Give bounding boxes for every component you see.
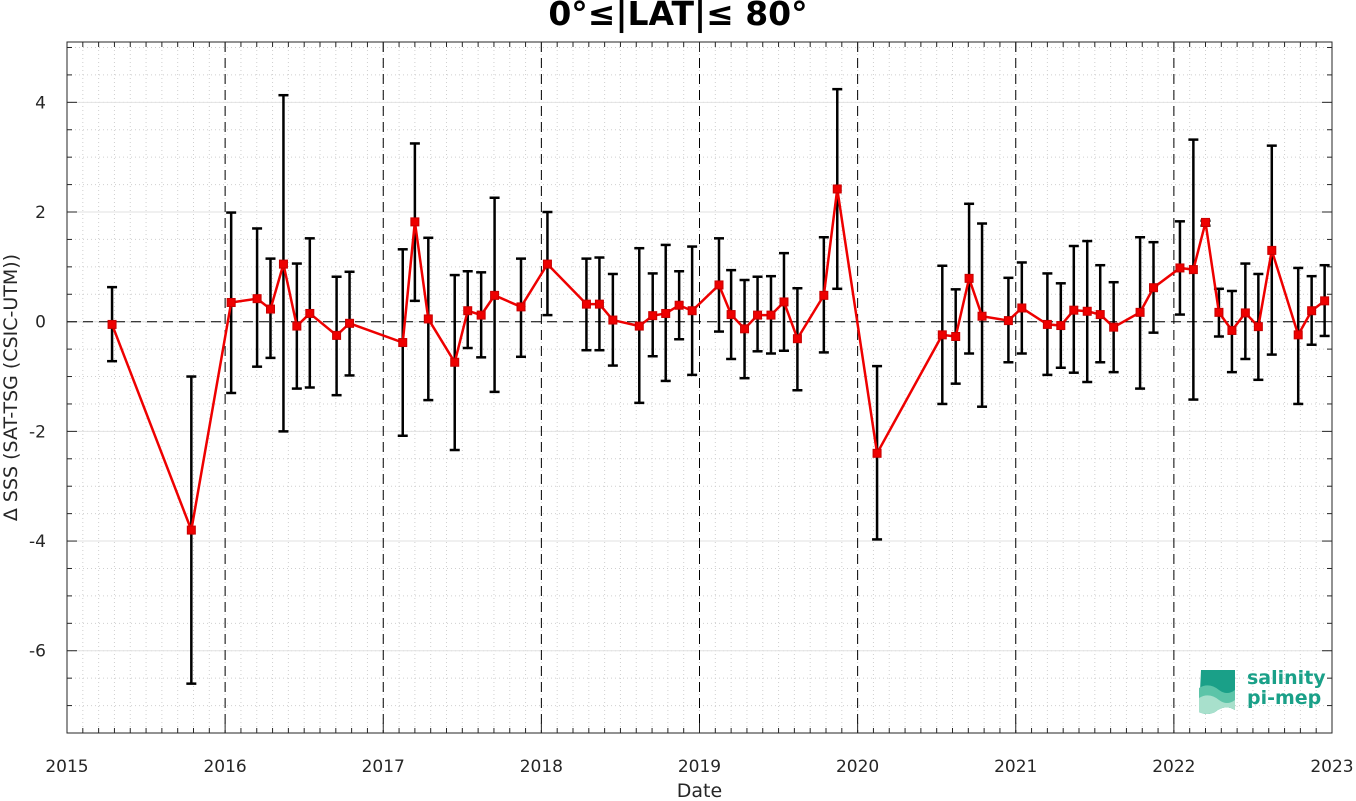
data-point <box>490 290 500 300</box>
data-point <box>951 331 961 341</box>
data-point <box>1109 322 1119 332</box>
data-point <box>740 324 750 334</box>
y-tick-label: -4 <box>29 532 46 552</box>
waves-logo-icon <box>1199 670 1235 714</box>
logo-line-1: salinity <box>1247 667 1326 689</box>
data-point <box>345 318 355 328</box>
data-point <box>305 308 315 318</box>
data-point <box>937 330 947 340</box>
data-point <box>332 330 342 340</box>
y-axis-label: Δ SSS (SAT-TSG (CSIC-UTM)) <box>0 254 22 521</box>
data-point <box>1003 316 1013 326</box>
data-point <box>1175 263 1185 273</box>
data-point <box>1056 321 1066 331</box>
salinity-pi-mep-logo: salinity pi-mep <box>1195 668 1335 718</box>
data-point <box>648 311 658 321</box>
data-point <box>977 311 987 321</box>
data-point <box>1069 305 1079 315</box>
x-tick-label: 2023 <box>1310 757 1353 777</box>
x-axis-label: Date <box>677 780 722 801</box>
y-tick-label: -6 <box>29 642 46 662</box>
data-markers <box>107 184 1330 535</box>
data-point <box>608 315 618 325</box>
y-tick-label: 4 <box>35 93 46 113</box>
logo-line-2: pi-mep <box>1247 687 1322 709</box>
x-tick-labels: 2015 2016 2017 2018 2019 2020 2021 2022 2023 <box>45 757 1353 777</box>
data-point <box>1227 325 1237 335</box>
data-point <box>1135 307 1145 317</box>
data-point <box>594 299 604 309</box>
data-point <box>1095 310 1105 320</box>
y-tick-label: -2 <box>29 422 46 442</box>
data-point <box>1017 303 1027 313</box>
data-point <box>1267 245 1277 255</box>
data-point <box>661 308 671 318</box>
y-tick-label: 0 <box>35 313 46 333</box>
data-point <box>1293 330 1303 340</box>
data-point <box>687 306 697 316</box>
y-tick-label: 2 <box>35 203 46 223</box>
x-tick-label: 2019 <box>678 757 721 777</box>
data-point <box>278 259 288 269</box>
axis-ticks <box>66 42 1333 734</box>
data-point <box>1082 306 1092 316</box>
data-point <box>1201 217 1210 227</box>
data-point <box>463 306 473 316</box>
data-point <box>819 290 829 300</box>
data-point <box>674 300 684 310</box>
data-point <box>1253 322 1263 332</box>
data-point <box>252 294 262 304</box>
data-point <box>832 184 842 194</box>
data-point <box>581 299 591 309</box>
data-point <box>226 297 236 307</box>
data-point <box>1149 283 1159 293</box>
data-point <box>398 338 408 348</box>
data-point <box>779 297 789 307</box>
x-tick-label: 2022 <box>1152 757 1195 777</box>
year-separators <box>224 42 1175 733</box>
data-point <box>1307 306 1317 316</box>
data-point <box>766 310 776 320</box>
data-point <box>872 448 882 458</box>
data-point <box>542 259 552 269</box>
data-point <box>1188 265 1198 275</box>
data-point <box>423 314 433 324</box>
x-tick-label: 2020 <box>836 757 879 777</box>
data-point <box>410 217 420 227</box>
chart-title: 0°≤|LAT|≤ 80° <box>548 0 808 33</box>
error-bars <box>107 87 1330 685</box>
x-tick-label: 2018 <box>520 757 563 777</box>
data-point <box>186 525 196 535</box>
data-point <box>634 321 644 331</box>
data-point <box>1214 307 1224 317</box>
data-point <box>516 302 526 312</box>
data-point <box>714 280 724 290</box>
data-point <box>753 310 763 320</box>
x-tick-label: 2015 <box>45 757 88 777</box>
y-tick-labels: -6 -4 -2 0 2 4 <box>29 93 46 661</box>
data-point <box>1320 296 1330 306</box>
data-point <box>476 310 486 320</box>
x-tick-label: 2021 <box>994 757 1037 777</box>
x-tick-label: 2016 <box>203 757 246 777</box>
x-tick-label: 2017 <box>362 757 405 777</box>
data-point <box>107 319 117 329</box>
data-point <box>450 357 460 367</box>
data-point <box>292 321 302 331</box>
data-point <box>726 310 736 320</box>
data-point <box>1042 319 1052 329</box>
data-point <box>792 334 802 344</box>
data-point <box>964 273 974 283</box>
data-point <box>265 304 275 314</box>
data-point <box>1240 308 1250 318</box>
